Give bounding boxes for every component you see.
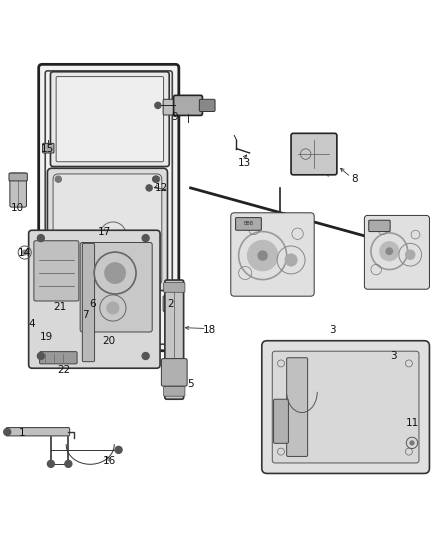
FancyBboxPatch shape (34, 241, 79, 301)
Circle shape (258, 251, 268, 261)
Circle shape (410, 440, 415, 446)
Circle shape (247, 240, 278, 271)
Text: 12: 12 (155, 183, 168, 193)
Text: 15: 15 (41, 143, 54, 154)
Circle shape (37, 235, 44, 241)
Circle shape (146, 185, 152, 191)
FancyBboxPatch shape (28, 230, 160, 368)
FancyBboxPatch shape (161, 359, 187, 386)
FancyBboxPatch shape (291, 133, 337, 175)
FancyBboxPatch shape (262, 341, 429, 473)
Circle shape (385, 247, 393, 255)
Text: 16: 16 (102, 456, 116, 466)
Circle shape (155, 102, 161, 108)
FancyBboxPatch shape (165, 280, 184, 399)
Text: 3: 3 (390, 351, 397, 361)
Circle shape (65, 461, 72, 467)
Text: 5: 5 (187, 379, 194, 390)
Circle shape (153, 277, 159, 282)
Text: 17: 17 (98, 227, 111, 237)
Circle shape (405, 249, 416, 260)
FancyBboxPatch shape (39, 352, 77, 364)
Text: 4: 4 (29, 319, 35, 329)
Text: 21: 21 (53, 302, 66, 312)
Text: 18: 18 (203, 325, 216, 335)
Text: 1: 1 (18, 429, 25, 438)
FancyBboxPatch shape (236, 217, 261, 230)
FancyBboxPatch shape (47, 168, 167, 290)
Text: 10: 10 (11, 203, 24, 213)
Text: 14: 14 (18, 248, 32, 259)
Text: 19: 19 (40, 332, 53, 342)
Text: 8: 8 (351, 174, 358, 184)
Circle shape (21, 249, 28, 256)
Text: 3: 3 (329, 325, 336, 335)
Circle shape (106, 302, 120, 314)
FancyBboxPatch shape (80, 243, 152, 332)
FancyBboxPatch shape (274, 399, 288, 443)
FancyBboxPatch shape (199, 99, 215, 111)
Text: 6: 6 (89, 298, 95, 309)
Circle shape (37, 352, 44, 359)
Circle shape (285, 253, 297, 266)
Text: 13: 13 (238, 158, 251, 167)
FancyBboxPatch shape (9, 173, 27, 181)
Text: 7: 7 (82, 310, 89, 319)
Circle shape (47, 461, 54, 467)
FancyBboxPatch shape (10, 173, 26, 207)
Circle shape (55, 277, 61, 282)
FancyBboxPatch shape (163, 99, 177, 115)
FancyBboxPatch shape (173, 95, 202, 116)
Text: 20: 20 (102, 336, 116, 346)
FancyBboxPatch shape (287, 358, 307, 456)
FancyBboxPatch shape (53, 174, 162, 285)
FancyBboxPatch shape (231, 213, 314, 296)
FancyBboxPatch shape (364, 215, 429, 289)
FancyBboxPatch shape (42, 143, 54, 153)
Circle shape (104, 262, 126, 284)
Circle shape (115, 446, 122, 454)
Circle shape (142, 235, 149, 241)
FancyBboxPatch shape (56, 77, 163, 161)
Circle shape (152, 176, 159, 182)
Text: 2: 2 (168, 298, 174, 309)
Circle shape (142, 352, 149, 359)
Text: 11: 11 (405, 418, 419, 428)
FancyBboxPatch shape (82, 244, 95, 362)
FancyBboxPatch shape (272, 351, 419, 463)
FancyBboxPatch shape (39, 64, 179, 351)
FancyBboxPatch shape (163, 282, 185, 292)
FancyBboxPatch shape (163, 386, 185, 396)
Circle shape (55, 176, 61, 182)
Circle shape (153, 176, 159, 182)
FancyBboxPatch shape (6, 427, 70, 436)
Text: BBB: BBB (243, 221, 253, 226)
Circle shape (380, 241, 399, 261)
FancyBboxPatch shape (369, 220, 390, 231)
FancyBboxPatch shape (50, 72, 169, 166)
FancyBboxPatch shape (163, 296, 177, 311)
Circle shape (4, 429, 11, 435)
Text: 22: 22 (57, 366, 71, 375)
Text: 9: 9 (171, 112, 178, 122)
